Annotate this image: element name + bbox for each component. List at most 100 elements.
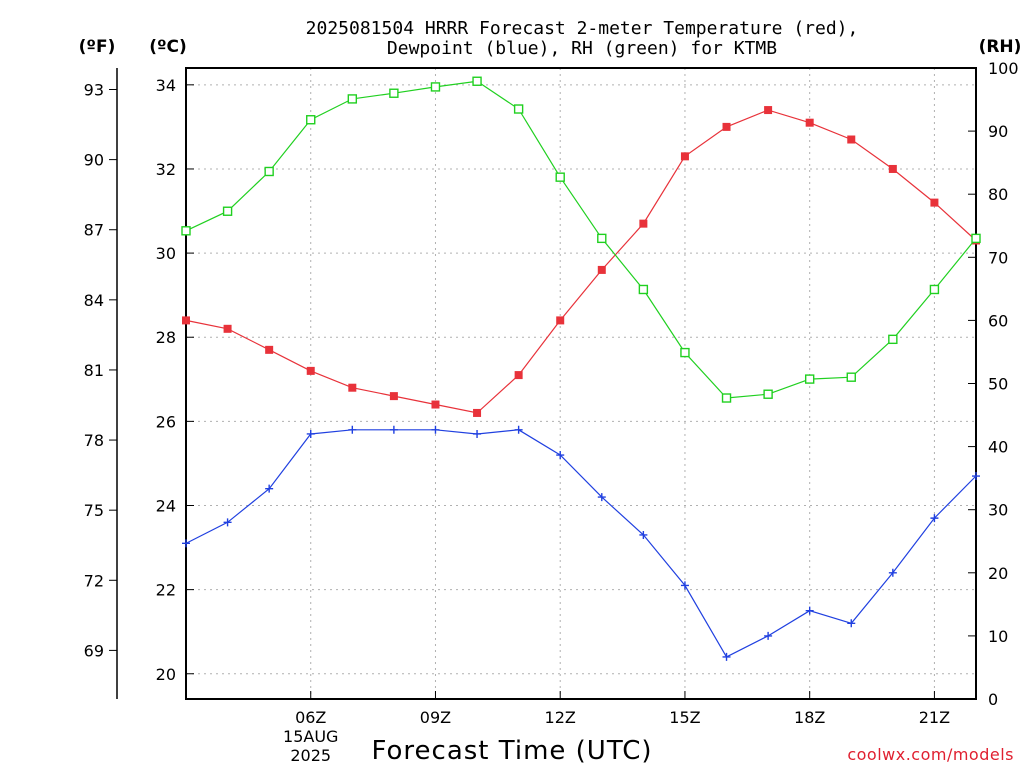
data-point <box>306 429 315 438</box>
data-point <box>846 372 856 382</box>
fahrenheit-tick-label: 84 <box>84 291 104 310</box>
data-point <box>971 233 981 244</box>
credit-text: coolwx.com/models <box>847 745 1014 764</box>
data-series <box>181 76 981 661</box>
data-point <box>804 374 815 384</box>
data-point <box>181 226 191 236</box>
celsius-unit-label: (ºC) <box>149 37 187 57</box>
chart-title-line-1: 2025081504 HRRR Forecast 2-meter Tempera… <box>306 18 859 39</box>
data-point <box>182 539 190 548</box>
fahrenheit-tick-label: 75 <box>84 501 104 520</box>
data-point <box>265 484 274 493</box>
x-tick-label: 12Z <box>545 708 576 727</box>
rh-tick-label: 30 <box>988 501 1008 520</box>
data-point <box>389 392 398 401</box>
data-point <box>805 606 814 615</box>
data-point <box>223 518 232 527</box>
grid-lines <box>186 68 976 699</box>
data-point <box>763 389 773 399</box>
rh-tick-label: 50 <box>988 375 1008 394</box>
data-point <box>929 284 940 295</box>
data-point <box>513 104 524 114</box>
series-2 <box>181 76 981 403</box>
rh-tick-label: 0 <box>988 690 998 709</box>
fahrenheit-tick-label: 90 <box>84 151 104 170</box>
data-point <box>306 366 315 375</box>
data-point <box>597 233 607 244</box>
data-point <box>680 581 689 590</box>
data-point <box>888 568 897 577</box>
data-point <box>473 408 482 417</box>
fahrenheit-tick-label: 87 <box>84 221 104 240</box>
x-tick-label: 09Z <box>420 708 451 727</box>
data-point <box>722 122 731 131</box>
x-tick-sublabel: 2025 <box>290 746 331 765</box>
rh-tick-label: 100 <box>988 59 1019 78</box>
data-point <box>764 631 773 640</box>
x-tick-label: 06Z <box>295 708 326 727</box>
data-point <box>680 347 690 358</box>
data-point <box>514 371 523 380</box>
data-point <box>597 265 606 274</box>
data-point <box>721 393 732 403</box>
plot-frame <box>185 67 977 700</box>
rh-unit-label: (RH) <box>979 37 1022 57</box>
celsius-tick-label: 22 <box>156 581 176 600</box>
x-tick-label: 18Z <box>794 708 825 727</box>
data-point <box>514 425 523 434</box>
rh-tick-label: 20 <box>988 564 1008 583</box>
x-axis-label: Forecast Time (UTC) <box>371 736 652 766</box>
fahrenheit-tick-label: 93 <box>84 81 104 100</box>
data-point <box>347 94 358 104</box>
data-point <box>638 284 649 295</box>
rh-tick-label: 10 <box>988 627 1008 646</box>
data-point <box>930 198 939 207</box>
data-point <box>888 334 898 345</box>
data-point <box>222 206 233 216</box>
chart-title-line-2: Dewpoint (blue), RH (green) for KTMB <box>387 38 777 59</box>
x-tick-label: 21Z <box>919 708 950 727</box>
rh-tick-label: 80 <box>988 185 1008 204</box>
data-point <box>430 82 441 92</box>
data-point <box>764 106 773 115</box>
data-point <box>556 451 565 460</box>
rh-tick-label: 60 <box>988 311 1008 330</box>
fahrenheit-tick-label: 72 <box>84 571 104 590</box>
data-point <box>722 652 731 661</box>
fahrenheit-tick-label: 78 <box>84 431 104 450</box>
data-point <box>555 172 565 182</box>
celsius-tick-label: 20 <box>156 665 176 684</box>
celsius-tick-label: 30 <box>156 244 176 263</box>
data-point <box>930 514 939 523</box>
rh-tick-label: 90 <box>988 122 1008 141</box>
data-point <box>472 76 482 86</box>
celsius-tick-label: 32 <box>156 160 176 179</box>
x-tick-sublabel: 15AUG <box>283 727 338 746</box>
data-point <box>264 166 274 177</box>
fahrenheit-tick-label: 81 <box>84 361 104 380</box>
data-point <box>597 493 606 502</box>
celsius-tick-label: 28 <box>156 328 176 347</box>
fahrenheit-unit-label: (ºF) <box>79 37 116 57</box>
data-point <box>348 425 357 434</box>
series-line <box>185 429 977 658</box>
data-point <box>223 324 232 333</box>
data-point <box>680 152 689 161</box>
data-point <box>847 619 856 628</box>
fahrenheit-tick-label: 69 <box>84 641 104 660</box>
rh-tick-label: 70 <box>988 248 1008 267</box>
data-point <box>639 219 648 228</box>
celsius-tick-label: 26 <box>156 412 176 431</box>
celsius-tick-label: 34 <box>156 76 176 95</box>
data-point <box>972 472 980 481</box>
data-point <box>431 400 440 409</box>
series-1 <box>182 425 980 661</box>
data-point <box>431 425 440 434</box>
data-point <box>348 383 357 392</box>
data-point <box>473 429 482 438</box>
x-tick-label: 15Z <box>669 708 700 727</box>
data-point <box>805 118 814 127</box>
data-point <box>389 88 399 98</box>
data-point <box>639 530 648 539</box>
